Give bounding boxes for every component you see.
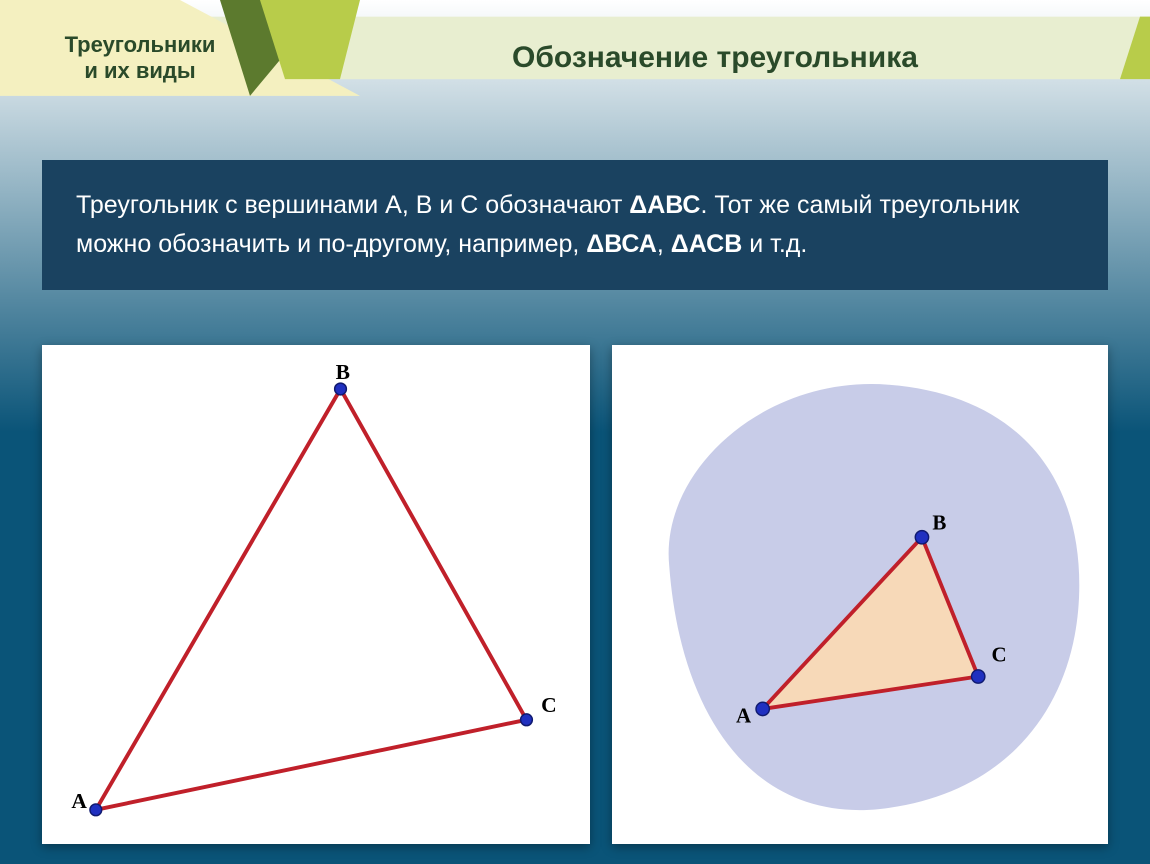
- header-left: Треугольники и их виды: [0, 32, 280, 84]
- body-panel: Треугольник с вершинами А, В и С обознач…: [42, 160, 1108, 290]
- body-text-3: и т.д.: [742, 230, 807, 258]
- triangle-outline: [96, 389, 527, 810]
- header-left-line1: Треугольники: [0, 32, 280, 58]
- vertex-label-C: C: [541, 693, 557, 717]
- vertex-C: [521, 714, 533, 726]
- vertex-label-B: B: [336, 360, 350, 384]
- vertex-A: [756, 702, 769, 715]
- vertex-label-A: A: [71, 789, 87, 813]
- sym-acb: ΔАСВ: [671, 230, 743, 258]
- vertex-A: [90, 804, 102, 816]
- diagram-left-panel: A B C: [42, 345, 590, 844]
- triangle-right: A B C: [612, 345, 1108, 844]
- triangle-left: A B C: [42, 345, 590, 844]
- diagrams-row: A B C A B C: [42, 345, 1108, 844]
- header: Треугольники и их виды Обозначение треуг…: [0, 20, 1150, 95]
- header-title: Обозначение треугольника: [280, 41, 1150, 75]
- body-text-1: Треугольник с вершинами А, В и С обознач…: [76, 191, 629, 219]
- vertex-B: [335, 383, 347, 395]
- body-sep: ,: [657, 230, 671, 258]
- vertex-label-A: A: [736, 703, 751, 727]
- vertex-C: [972, 670, 985, 683]
- sym-bca: ΔВСА: [586, 230, 657, 258]
- vertex-B: [915, 531, 928, 544]
- sym-abc: ΔАВС: [629, 191, 700, 219]
- body-text: Треугольник с вершинами А, В и С обознач…: [76, 186, 1074, 264]
- header-left-line2: и их виды: [0, 58, 280, 84]
- diagram-right-panel: A B C: [612, 345, 1108, 844]
- vertex-label-C: C: [992, 642, 1007, 666]
- vertex-label-B: B: [933, 511, 947, 535]
